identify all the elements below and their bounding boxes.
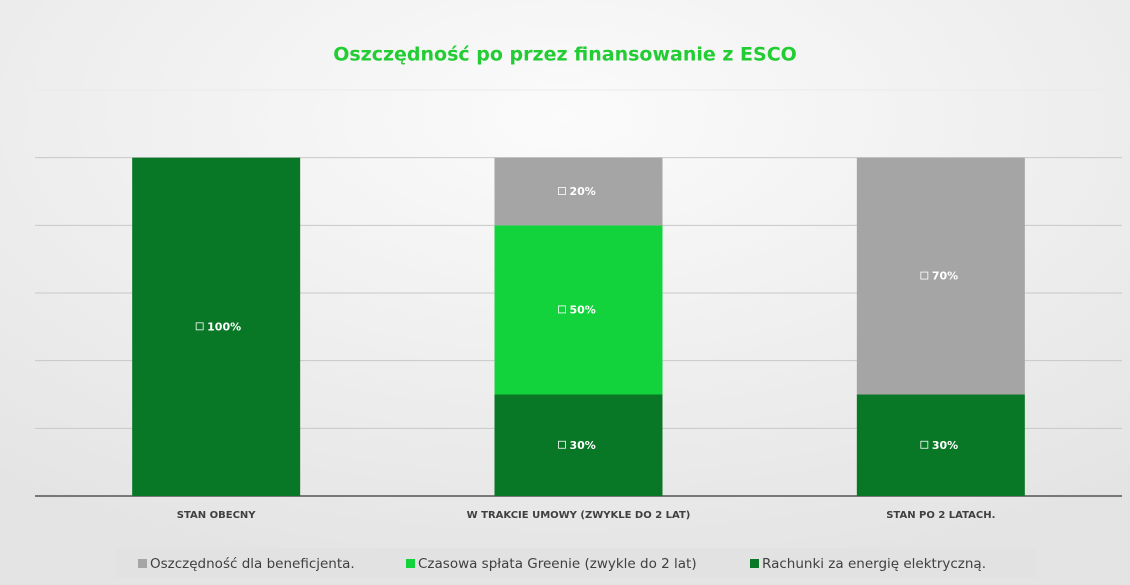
chart-title: Oszczędność po przez finansowanie z ESCO (333, 44, 797, 66)
label-marker (558, 187, 566, 195)
bar-segment (856, 394, 1025, 496)
label-marker (558, 440, 566, 449)
legend-label: Rachunki za energię elektryczną. (762, 556, 986, 572)
data-label: 30% (932, 439, 958, 452)
label-marker (920, 271, 929, 280)
data-label: 70% (932, 270, 958, 283)
legend-swatch (138, 559, 147, 568)
x-tick-label: STAN PO 2 LATACH. (886, 510, 995, 521)
legend-label: Oszczędność dla beneficjenta. (150, 556, 355, 572)
bar-segment (856, 157, 1025, 395)
bar-segment (494, 157, 663, 226)
legend-label: Czasowa spłata Greenie (zwykle do 2 lat) (418, 556, 697, 572)
x-tick-label: W TRAKCIE UMOWY (ZWYKLE DO 2 LAT) (467, 510, 691, 521)
data-label: 100% (207, 320, 241, 333)
legend-box (116, 548, 1036, 578)
label-marker (195, 322, 204, 331)
data-label: 20% (570, 185, 596, 198)
data-label: 30% (570, 439, 596, 452)
label-marker (558, 305, 566, 314)
label-marker (920, 440, 929, 449)
bar-segment (132, 157, 301, 496)
bar-segment (494, 394, 663, 496)
x-tick-label: STAN OBECNY (177, 510, 256, 521)
data-label: 50% (570, 303, 596, 316)
legend-swatch (406, 559, 415, 568)
legend-swatch (750, 559, 759, 568)
bar-segment (494, 225, 663, 395)
